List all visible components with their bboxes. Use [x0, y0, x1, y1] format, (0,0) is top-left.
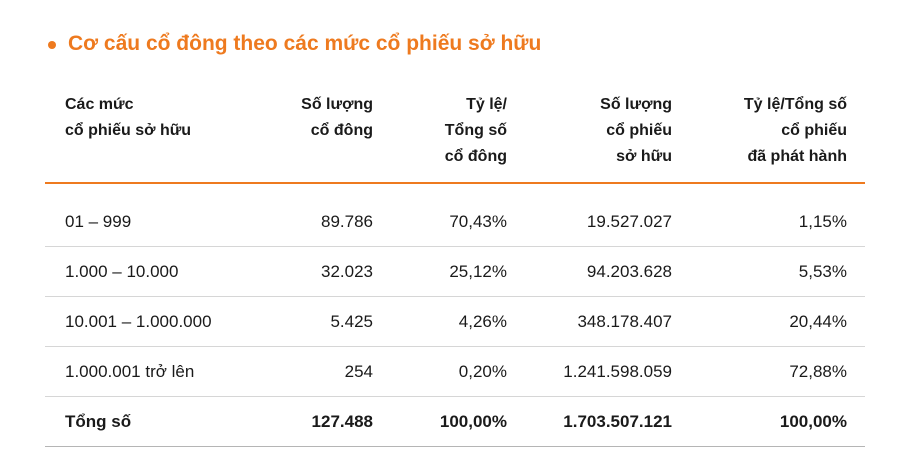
cell: 4,26% — [458, 312, 507, 331]
total-cell: Tổng số — [65, 412, 132, 431]
cell: 5.425 — [330, 312, 373, 331]
header-text: cổ phiếu — [781, 122, 847, 139]
cell: 10.001 – 1.000.000 — [65, 312, 212, 331]
header-text: Số lượng — [600, 96, 672, 113]
header-text: Tỷ lệ/ — [466, 96, 507, 113]
title-bullet — [48, 41, 56, 49]
cell: 1.000.001 trở lên — [65, 362, 195, 381]
row-rule — [45, 296, 865, 297]
header-text: Tỷ lệ/Tổng số — [743, 96, 847, 113]
total-cell: 127.488 — [311, 412, 373, 431]
header-text: cổ phiếu sở hữu — [65, 122, 192, 139]
cell: 1,15% — [798, 212, 847, 231]
header-text: Các mức — [65, 96, 134, 113]
total-cell: 1.703.507.121 — [563, 412, 672, 431]
header-rule — [45, 182, 865, 184]
cell: 01 – 999 — [65, 212, 132, 231]
cell: 254 — [344, 362, 373, 381]
total-cell: 100,00% — [439, 412, 507, 431]
cell: 25,12% — [449, 262, 507, 281]
cell: 1.241.598.059 — [563, 362, 672, 381]
header-text: cổ đông — [310, 122, 373, 139]
header-text: Tổng số — [444, 122, 507, 139]
row-rule — [45, 346, 865, 347]
header-text: Số lượng — [301, 96, 373, 113]
cell: 94.203.628 — [586, 262, 672, 281]
cell: 20,44% — [789, 312, 847, 331]
cell: 348.178.407 — [577, 312, 672, 331]
section-title: Cơ cấu cổ đông theo các mức cổ phiếu sở … — [68, 32, 542, 55]
row-rule — [45, 246, 865, 247]
header-text: đã phát hành — [747, 148, 847, 165]
cell: 1.000 – 10.000 — [65, 262, 179, 281]
cell: 0,20% — [458, 362, 507, 381]
cell: 72,88% — [789, 362, 847, 381]
row-rule — [45, 446, 865, 447]
cell: 19.527.027 — [586, 212, 672, 231]
cell: 70,43% — [449, 212, 507, 231]
header-text: cổ đông — [444, 148, 507, 165]
cell: 5,53% — [798, 262, 847, 281]
header-text: cổ phiếu — [606, 122, 672, 139]
total-cell: 100,00% — [779, 412, 847, 431]
cell: 32.023 — [321, 262, 373, 281]
cell: 89.786 — [321, 212, 373, 231]
row-rule — [45, 396, 865, 397]
header-text: sở hữu — [616, 148, 672, 165]
